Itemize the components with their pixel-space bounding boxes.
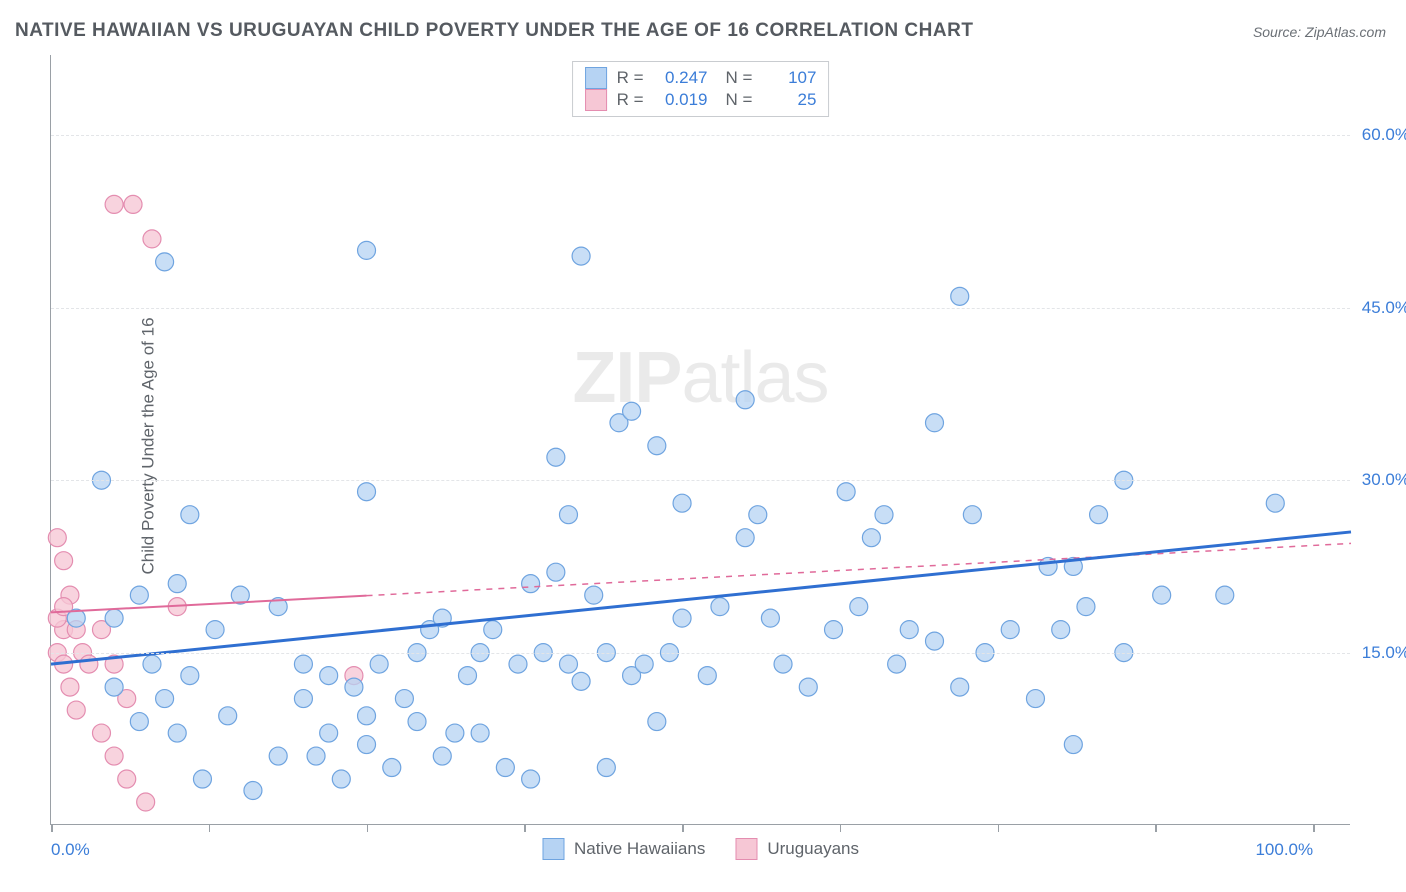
y-tick-label: 60.0% <box>1362 125 1406 145</box>
x-tick <box>840 824 842 832</box>
chart-title: NATIVE HAWAIIAN VS URUGUAYAN CHILD POVER… <box>15 20 973 42</box>
y-tick-label: 30.0% <box>1362 470 1406 490</box>
x-tick <box>367 824 369 832</box>
x-tick <box>998 824 1000 832</box>
r-value: 0.247 <box>654 68 708 88</box>
x-tick <box>1313 824 1315 832</box>
y-tick-label: 45.0% <box>1362 298 1406 318</box>
n-label: N = <box>726 90 753 110</box>
y-tick-label: 15.0% <box>1362 643 1406 663</box>
r-label: R = <box>617 90 644 110</box>
gridline <box>51 135 1350 136</box>
x-tick <box>1155 824 1157 832</box>
gridline <box>51 308 1350 309</box>
stats-legend-box: R = 0.247 N = 107 R = 0.019 N = 25 <box>572 61 830 117</box>
x-tick <box>51 824 53 832</box>
legend-label: Uruguayans <box>767 839 859 859</box>
plot-area: ZIPatlas R =0.247N =107R =0.019N =25 Nat… <box>50 55 1350 825</box>
legend-swatch <box>585 89 607 111</box>
x-tick <box>682 824 684 832</box>
chart-source: Source: ZipAtlas.com <box>1253 24 1386 40</box>
x-tick-label: 100.0% <box>1255 840 1313 860</box>
legend-label: Native Hawaiians <box>574 839 705 859</box>
r-value: 0.019 <box>654 90 708 110</box>
x-tick <box>524 824 526 832</box>
stats-row: R = 0.247 N = 107 <box>585 67 817 89</box>
x-tick <box>209 824 211 832</box>
gridline <box>51 480 1350 481</box>
legend-item: Native Hawaiians <box>542 838 705 860</box>
chart-container: NATIVE HAWAIIAN VS URUGUAYAN CHILD POVER… <box>0 0 1406 892</box>
r-label: R = <box>617 68 644 88</box>
bottom-legend: Native Hawaiians Uruguayans <box>542 838 859 860</box>
legend-item: Uruguayans <box>735 838 859 860</box>
n-value: 25 <box>762 90 816 110</box>
plot-svg <box>51 55 1350 824</box>
n-value: 107 <box>762 68 816 88</box>
n-label: N = <box>726 68 753 88</box>
gridline <box>51 653 1350 654</box>
x-tick-label: 0.0% <box>51 840 90 860</box>
stats-row: R = 0.019 N = 25 <box>585 89 817 111</box>
legend-swatch <box>585 67 607 89</box>
legend-swatch <box>542 838 564 860</box>
legend-swatch <box>735 838 757 860</box>
